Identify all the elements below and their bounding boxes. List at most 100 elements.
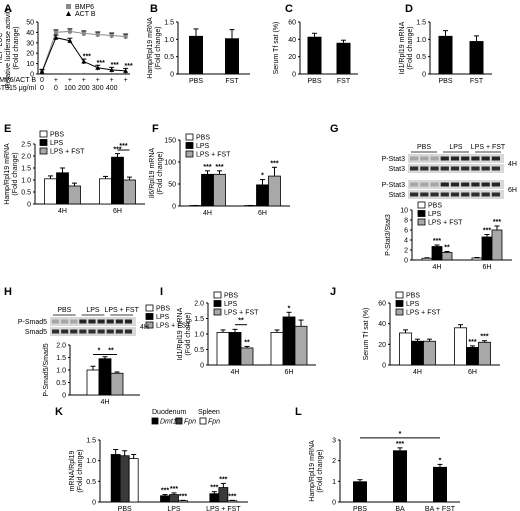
x-row-value: 0 bbox=[40, 85, 44, 92]
blot-band bbox=[481, 192, 490, 197]
y-axis-label-C-group: Serum Tf sat (%) bbox=[273, 22, 280, 75]
bar-lps-fst bbox=[68, 185, 81, 205]
blot-band bbox=[410, 192, 419, 197]
y-tick-label: 10 bbox=[400, 208, 408, 215]
y-tick-label: 1 bbox=[332, 479, 336, 486]
blot-band bbox=[471, 166, 480, 171]
y-axis-label-K: (Fold change) bbox=[77, 449, 84, 492]
bar-dmt1 bbox=[209, 493, 220, 503]
legend-swatch bbox=[185, 142, 194, 149]
legend-label: PBS bbox=[428, 203, 442, 210]
y-axis-label-E-group: Hamp/Rpl19 mRNA (Fold change) bbox=[4, 143, 19, 205]
y-tick-label: 30 bbox=[26, 40, 34, 47]
blot-band bbox=[52, 319, 60, 324]
y-tick-label: 1.5 bbox=[416, 20, 426, 27]
legend-group-title: Duodenum bbox=[152, 409, 186, 416]
bar bbox=[353, 481, 367, 502]
x-tick-label: 6H bbox=[113, 208, 122, 215]
y-tick-label: 1.0 bbox=[164, 37, 174, 44]
y-axis-label-H-group: P-Smad5/Smad5 bbox=[43, 343, 50, 396]
x-row-value: + bbox=[96, 77, 100, 84]
bar-lps bbox=[466, 347, 479, 366]
panel-label-J: J bbox=[330, 286, 336, 298]
x-tick-label: 6H bbox=[285, 369, 294, 376]
x-tick-label: PBS bbox=[118, 506, 132, 511]
y-tick-label: 1.5 bbox=[86, 438, 96, 445]
legend-swatch bbox=[395, 308, 404, 316]
x-tick-label: 6H bbox=[258, 210, 267, 217]
blot-band bbox=[61, 319, 69, 324]
y-tick-label: 0 bbox=[27, 202, 31, 209]
y-tick-label: 0 bbox=[62, 393, 66, 400]
legend-label: Fpn bbox=[184, 419, 196, 426]
bar-fpn bbox=[178, 500, 188, 503]
panel-label-A: A bbox=[4, 3, 12, 15]
blot-band bbox=[491, 166, 500, 171]
y-tick-label: 0 bbox=[30, 72, 34, 79]
x-tick-label: PBS bbox=[438, 78, 452, 85]
bar-lps bbox=[481, 236, 493, 261]
y-axis-label-F-group: Il6/Rpl19 mRNA (Fold change) bbox=[149, 148, 164, 199]
y-axis-label-F: Il6/Rpl19 mRNA bbox=[149, 148, 156, 199]
significance-stars: *** bbox=[219, 476, 227, 483]
x-tick-label: BA bbox=[395, 506, 405, 511]
y-tick-label: 100 bbox=[164, 160, 176, 167]
legend-swatch bbox=[395, 300, 404, 307]
blot-band bbox=[461, 182, 470, 187]
blot-band bbox=[70, 329, 78, 334]
x-row-label: FST315 μg/ml bbox=[0, 85, 36, 92]
bar bbox=[433, 466, 447, 502]
y-axis-label-E: Hamp/Rpl19 mRNA bbox=[4, 143, 11, 205]
blot-band bbox=[491, 182, 500, 187]
significance-stars: * bbox=[261, 173, 264, 180]
y-tick-label: 10 bbox=[26, 61, 34, 68]
y-tick-label: 2.0 bbox=[21, 154, 31, 161]
y-tick-label: 0.5 bbox=[56, 380, 66, 387]
y-tick-label: 0.5 bbox=[164, 54, 174, 61]
bar-dmt1 bbox=[110, 454, 121, 503]
bar-pbs bbox=[86, 369, 100, 396]
data-point-triangle bbox=[39, 69, 45, 74]
y-axis-label-I-group: Id1/Rpl19 mRNA (Fold change) bbox=[177, 307, 192, 360]
bar-lps bbox=[431, 246, 443, 261]
significance-stars: *** bbox=[270, 160, 278, 167]
data-point-square bbox=[109, 33, 114, 38]
blot-band bbox=[97, 319, 105, 324]
bar-lps-fst bbox=[478, 341, 491, 366]
x-row-value: + bbox=[82, 77, 86, 84]
significance-stars: *** bbox=[179, 493, 187, 500]
bar bbox=[469, 41, 484, 74]
y-tick-label: 0 bbox=[92, 500, 96, 507]
y-tick-label: 50 bbox=[26, 20, 34, 27]
y-axis-label-H: P-Smad5/Smad5 bbox=[43, 343, 50, 396]
blot-band bbox=[106, 319, 114, 324]
y-tick-label: 1.0 bbox=[416, 37, 426, 44]
bar-fpn bbox=[227, 500, 238, 503]
blot-band bbox=[106, 329, 114, 334]
significance-stars: * bbox=[439, 457, 442, 464]
panel-label-K: K bbox=[55, 406, 63, 418]
blot-group-label: LPS + FST bbox=[104, 307, 139, 314]
bar bbox=[189, 35, 203, 74]
legend-label: PBS bbox=[406, 293, 420, 300]
legend-swatch bbox=[66, 11, 71, 16]
x-row-value: 100 bbox=[64, 85, 76, 92]
y-tick-label: 40 bbox=[378, 321, 386, 328]
y-tick-label: 150 bbox=[164, 138, 176, 145]
bar-pbs bbox=[399, 332, 412, 366]
y-tick-label: 0 bbox=[422, 72, 426, 79]
y-axis-label-D: Id1/Rpl19 mRNA bbox=[399, 21, 406, 74]
blot-band bbox=[420, 166, 429, 171]
legend-label: LPS + FST bbox=[406, 310, 441, 317]
bar-lps-fst bbox=[491, 229, 503, 261]
y-tick-label: 0.5 bbox=[21, 190, 31, 197]
y-tick-label: 2.5 bbox=[21, 142, 31, 149]
blot-band bbox=[420, 156, 429, 161]
legend-label: ACT B bbox=[75, 11, 96, 18]
bar-fpn bbox=[128, 458, 139, 503]
bar bbox=[336, 42, 351, 74]
legend-label: LPS + FST bbox=[428, 220, 463, 227]
legend-label: LPS + FST bbox=[50, 149, 85, 156]
significance-stars: *** bbox=[215, 164, 223, 171]
data-point-square bbox=[81, 31, 86, 36]
